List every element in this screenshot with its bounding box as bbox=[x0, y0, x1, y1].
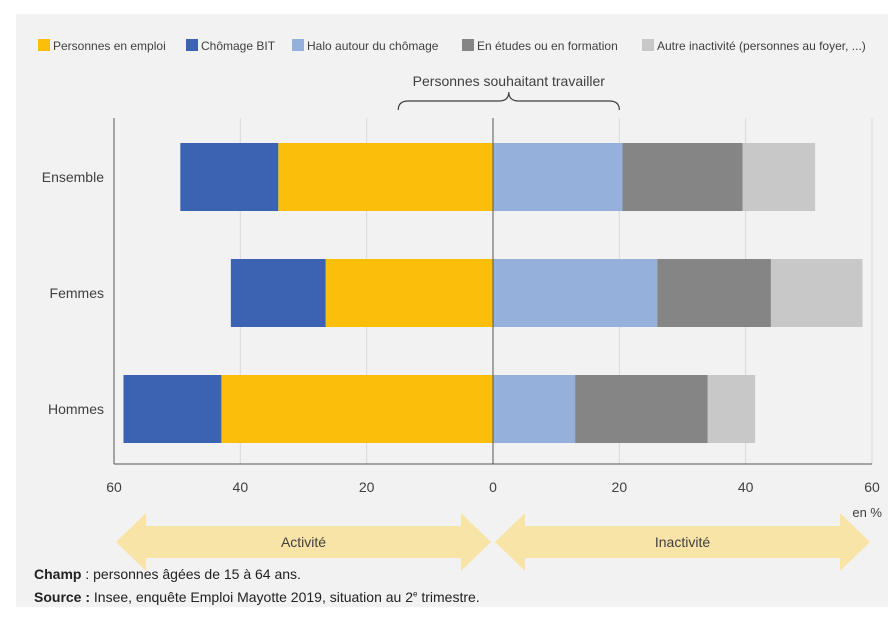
category-label-femmes: Femmes bbox=[50, 285, 104, 301]
legend-label-en-etudes-ou-en-formation: En études ou en formation bbox=[477, 39, 618, 53]
legend: Personnes en emploi Chômage BIT Halo autou… bbox=[38, 39, 866, 53]
tick-label: 60 bbox=[864, 479, 880, 495]
tick-label: 20 bbox=[612, 479, 628, 495]
legend-label-personnes-en-emploi: Personnes en emploi bbox=[53, 39, 166, 53]
arrow-label-inactivite: Inactivité bbox=[655, 534, 710, 550]
arrow-activite bbox=[116, 513, 491, 571]
category-label-hommes: Hommes bbox=[48, 401, 104, 417]
legend-swatch-chomage-bit bbox=[186, 39, 198, 51]
axis: 60 40 20 0 20 40 60 en % bbox=[106, 118, 882, 520]
x-axis-unit-label: en % bbox=[852, 505, 882, 520]
bar-ensemble-chomage-bit bbox=[180, 143, 279, 211]
bar-ensemble-personnes-en-emploi bbox=[278, 143, 493, 211]
tick-label: 40 bbox=[738, 479, 754, 495]
tick-label: 20 bbox=[359, 479, 375, 495]
bracket-label: Personnes souhaitant travailler bbox=[413, 73, 606, 89]
activity-arrows: Activité Inactivité bbox=[116, 513, 870, 571]
bracket-annotation: Personnes souhaitant travailler bbox=[397, 73, 620, 111]
bar-hommes-chomage-bit bbox=[123, 375, 222, 443]
champ-label: Champ bbox=[34, 566, 82, 582]
bar-ensemble-halo-autour-du-chomage bbox=[493, 143, 623, 211]
arrow-inactivite bbox=[495, 513, 870, 571]
champ-note: Champ : personnes âgées de 15 à 64 ans. bbox=[34, 566, 301, 582]
source-text: Insee, enquête Emploi Mayotte 2019, situ… bbox=[90, 589, 414, 605]
bar-ensemble-en-etudes-ou-en-formation bbox=[622, 143, 743, 211]
legend-label-halo-autour-du-chomage: Halo autour du chômage bbox=[307, 39, 439, 53]
tick-label: 0 bbox=[489, 479, 497, 495]
bar-hommes-autre-inactivite-personnes-au-foyer bbox=[707, 375, 756, 443]
bar-femmes-chomage-bit bbox=[230, 259, 326, 327]
legend-label-autre-inactivite-personnes-au-foyer: Autre inactivité (personnes au foyer, ..… bbox=[657, 39, 866, 53]
bar-ensemble-autre-inactivite-personnes-au-foyer bbox=[742, 143, 816, 211]
legend-swatch-halo-autour-du-chomage bbox=[292, 39, 304, 51]
bar-femmes-en-etudes-ou-en-formation bbox=[657, 259, 771, 327]
bar-hommes-personnes-en-emploi bbox=[221, 375, 493, 443]
legend-swatch-personnes-en-emploi bbox=[38, 39, 50, 51]
bracket-brace bbox=[397, 91, 620, 111]
legend-swatch-autre-inactivite-personnes-au-foyer bbox=[642, 39, 654, 51]
bar-hommes-halo-autour-du-chomage bbox=[493, 375, 576, 443]
tick-label: 60 bbox=[106, 479, 122, 495]
tick-label: 40 bbox=[233, 479, 249, 495]
champ-text: : personnes âgées de 15 à 64 ans. bbox=[81, 566, 301, 582]
legend-swatch-en-etudes-ou-en-formation bbox=[462, 39, 474, 51]
bar-hommes-en-etudes-ou-en-formation bbox=[575, 375, 708, 443]
bar-femmes-halo-autour-du-chomage bbox=[493, 259, 658, 327]
source-tail: trimestre. bbox=[417, 589, 480, 605]
bars: Ensemble Femmes Hommes bbox=[42, 143, 863, 443]
source-note: Source : Insee, enquête Emploi Mayotte 2… bbox=[34, 589, 480, 605]
arrow-label-activite: Activité bbox=[281, 534, 326, 550]
bar-femmes-personnes-en-emploi bbox=[325, 259, 493, 327]
legend-label-chomage-bit: Chômage BIT bbox=[201, 39, 276, 53]
source-superscript: e bbox=[413, 589, 418, 599]
category-label-ensemble: Ensemble bbox=[42, 169, 104, 185]
source-label: Source : bbox=[34, 589, 91, 605]
bar-femmes-autre-inactivite-personnes-au-foyer bbox=[770, 259, 863, 327]
